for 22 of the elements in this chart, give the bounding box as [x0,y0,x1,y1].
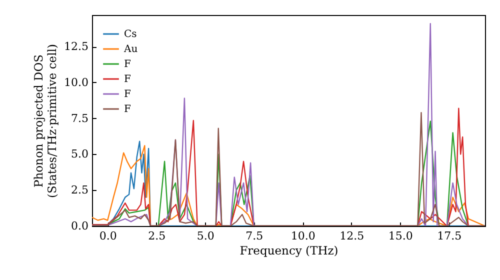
legend-label: F [124,89,131,100]
x-tick-label: 15.0 [388,230,413,242]
x-tick-label: 5.0 [196,230,214,242]
x-tick-label: 0.0 [99,230,117,242]
x-tick-label: 2.5 [148,230,166,242]
y-tick-label: 5.0 [71,148,88,161]
y-tick-label: 10.0 [64,76,88,89]
x-tick-label: 12.5 [340,230,364,242]
y-tick-label: 2.5 [71,184,88,197]
legend-label: F [124,74,131,85]
x-tick-label: 10.0 [290,230,316,242]
x-tick-label: 17.5 [437,230,462,242]
y-tick-label: 7.5 [71,112,88,125]
y-tick-label: 0.0 [71,220,88,232]
y-tick-label: 12.5 [64,40,88,54]
legend-label: F [124,104,131,115]
x-axis-title: Frequency (THz) [240,244,338,258]
y-axis-title: Phonon projected DOS (States/THz·primitive cell) [32,44,60,198]
legend-label: Cs [124,29,137,40]
x-tick-label: 7.5 [246,230,264,242]
legend-label: F [124,59,131,70]
legend-label: Au [123,44,138,55]
